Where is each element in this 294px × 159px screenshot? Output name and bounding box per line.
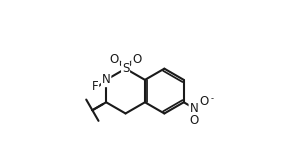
- Text: S: S: [122, 62, 129, 75]
- Text: O: O: [200, 95, 209, 108]
- Text: O: O: [132, 53, 141, 66]
- Text: +: +: [200, 100, 207, 109]
- Text: N: N: [189, 102, 198, 114]
- Text: N: N: [102, 73, 111, 86]
- Text: -: -: [211, 94, 213, 103]
- Text: F: F: [92, 80, 98, 93]
- Text: O: O: [189, 114, 198, 127]
- Text: O: O: [110, 53, 119, 66]
